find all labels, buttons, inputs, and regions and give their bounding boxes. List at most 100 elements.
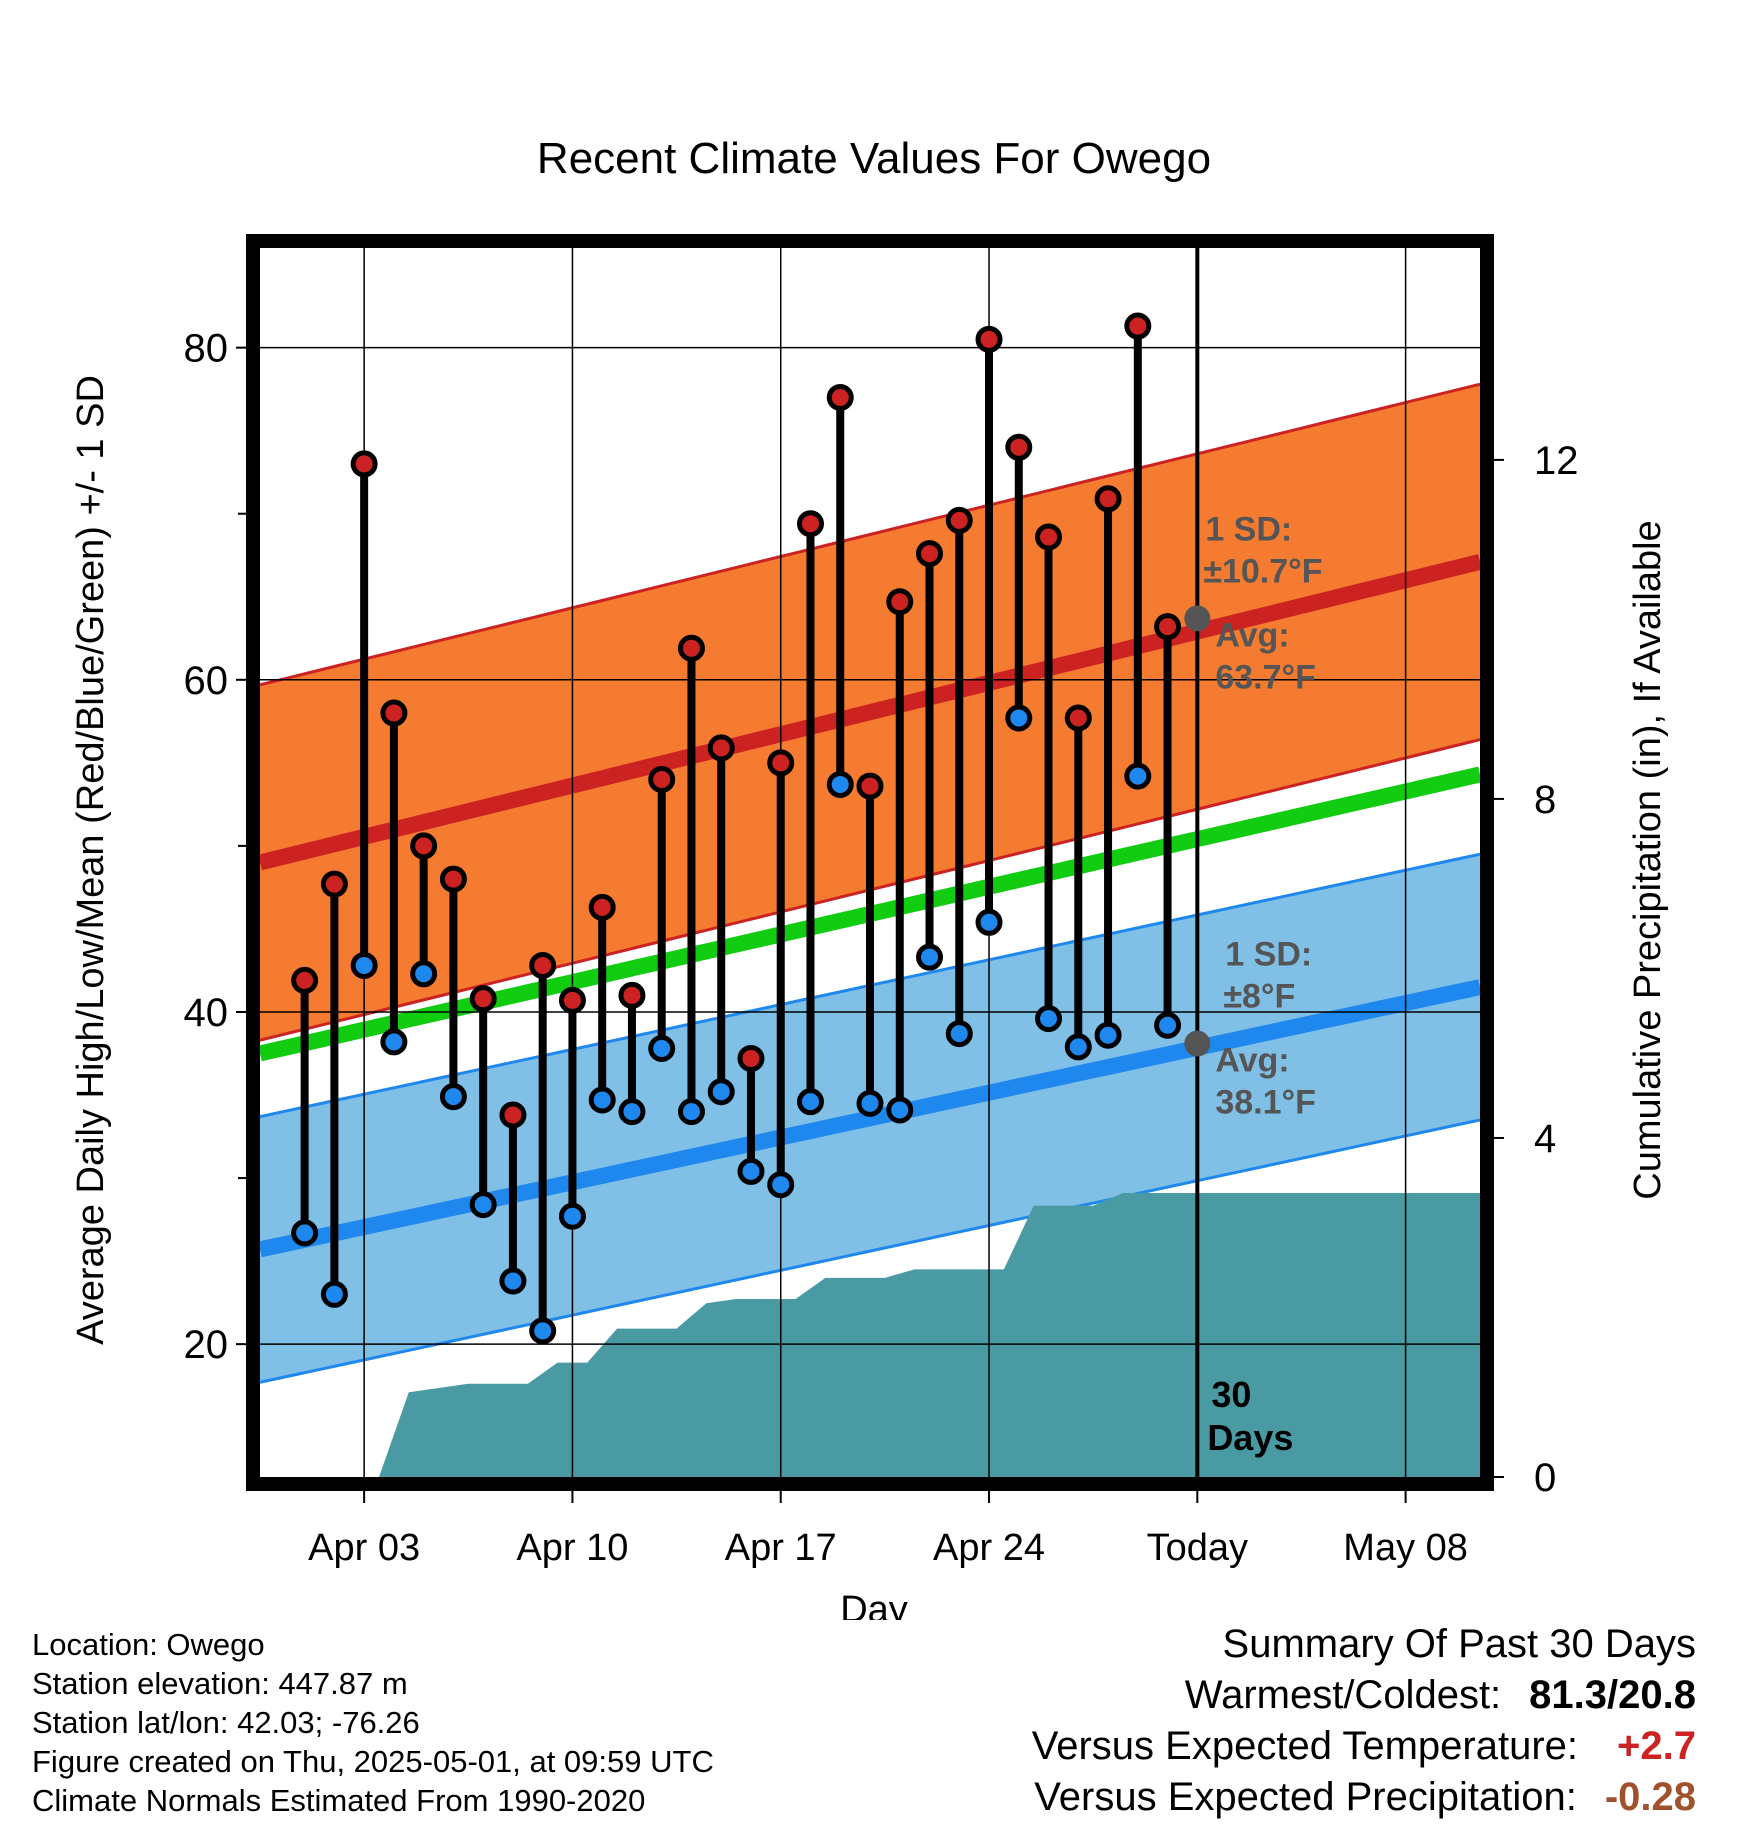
daily-high-point [648, 765, 676, 793]
plot-frame [246, 234, 1494, 1491]
precip-anomaly-value: -0.28 [1604, 1775, 1696, 1819]
daily-low-point [291, 1219, 319, 1247]
daily-high-point [618, 981, 646, 1009]
daily-high-point [499, 1101, 527, 1129]
y-tick-label: 40 [184, 991, 229, 1035]
daily-high-point [1005, 433, 1033, 461]
x-tick-label: May 08 [1343, 1527, 1468, 1569]
daily-low-point [1005, 704, 1033, 732]
low-sd-label: 1 SD: [1225, 936, 1312, 974]
daily-high-point [975, 325, 1003, 353]
plot-content [260, 248, 1480, 1477]
normal-high-band-upper [260, 382, 1480, 687]
y-tick-label: 80 [184, 327, 229, 371]
daily-high-point [677, 634, 705, 662]
daily-high-point [1094, 485, 1122, 513]
daily-low-point [1154, 1011, 1182, 1039]
daily-high-point [737, 1044, 765, 1072]
daily-low-point [796, 1088, 824, 1116]
daily-high-point [350, 450, 378, 478]
daily-high-point [469, 985, 497, 1013]
warmcold-label: Warmest/Coldest: [1184, 1673, 1502, 1717]
normal-high-line [260, 554, 1480, 871]
daily-low-point [410, 960, 438, 988]
precip-area [260, 1193, 1480, 1477]
daily-high-point [767, 749, 795, 777]
daily-low-point [350, 951, 378, 979]
x-tick-label: Today [1147, 1527, 1248, 1569]
daily-low-point [648, 1035, 676, 1063]
station-info: Location: Owego Station elevation: 447.8… [32, 1625, 714, 1820]
precip-anomaly-row: Versus Expected Precipitation: -0.28 [1032, 1772, 1696, 1823]
daily-low-point [380, 1028, 408, 1056]
warmcold-value: 81.3/20.8 [1529, 1673, 1696, 1717]
daily-low-point [1035, 1005, 1063, 1033]
daily-low-point [588, 1086, 616, 1114]
normal-low-line [260, 979, 1480, 1258]
chart-title: Recent Climate Values For Owego [537, 134, 1211, 183]
x-tick-label: Apr 24 [933, 1527, 1045, 1569]
daily-high-point [291, 966, 319, 994]
daily-high-point [796, 510, 824, 538]
high-sd-value: ±10.7°F [1203, 552, 1322, 590]
daily-low-point [1064, 1033, 1092, 1061]
plot-area: 1 SD: ±10.7°F Avg: 63.7°F 1 SD: ±8°F Avg: 38.1°… [184, 234, 1579, 1569]
daily-high-point [1064, 704, 1092, 732]
y2-tick-label: 12 [1534, 439, 1579, 483]
low-sd-value: ±8°F [1223, 978, 1295, 1016]
created-text: Figure created on Thu, 2025-05-01, at 09… [32, 1744, 714, 1779]
y-axis-title: Average Daily High/Low/Mean (Red/Blue/Gr… [70, 375, 112, 1345]
y2-tick-label: 4 [1534, 1117, 1556, 1161]
daily-low-point [439, 1083, 467, 1111]
x-tick-label: Apr 17 [725, 1527, 837, 1569]
daily-high-point [529, 951, 557, 979]
x-axis-title: Day [840, 1589, 908, 1620]
x-tick-label: Apr 10 [516, 1527, 628, 1569]
low-avg-label: Avg: [1215, 1042, 1289, 1080]
days-label-number: 30 [1211, 1374, 1251, 1415]
daily-low-point [618, 1098, 646, 1126]
high-avg-value: 63.7°F [1215, 658, 1316, 696]
y2-tick-label: 0 [1534, 1456, 1556, 1500]
x-tick-label: Apr 03 [308, 1527, 420, 1569]
daily-high-point [380, 699, 408, 727]
daily-high-point [410, 832, 438, 860]
daily-high-point [558, 986, 586, 1014]
daily-low-point [1094, 1021, 1122, 1049]
summary-title: Summary Of Past 30 Days [1222, 1622, 1696, 1666]
temp-anomaly-value: +2.7 [1617, 1724, 1696, 1768]
daily-low-point [499, 1267, 527, 1295]
elevation-text: Station elevation: 447.87 m [32, 1666, 408, 1701]
daily-high-point [916, 540, 944, 568]
location-text: Location: Owego [32, 1627, 265, 1662]
daily-high-point [1124, 312, 1152, 340]
temp-anomaly-row: Versus Expected Temperature: +2.7 [1032, 1721, 1696, 1772]
daily-low-point [677, 1098, 705, 1126]
daily-low-point [856, 1089, 884, 1117]
daily-high-point [945, 506, 973, 534]
daily-low-point [320, 1280, 348, 1308]
summary-panel: Summary Of Past 30 Days Warmest/Coldest:… [1032, 1619, 1696, 1823]
daily-high-point [439, 865, 467, 893]
y-tick-label: 60 [184, 659, 229, 703]
daily-low-point [529, 1317, 557, 1345]
today-avg-low-marker [1184, 1030, 1211, 1057]
daily-low-point [886, 1096, 914, 1124]
daily-high-point [707, 734, 735, 762]
today-avg-high-marker [1184, 605, 1211, 632]
normal-low-band-lower [260, 1118, 1480, 1384]
normals-text: Climate Normals Estimated From 1990-2020 [32, 1783, 646, 1818]
warmcold-row: Warmest/Coldest: 81.3/20.8 [1032, 1670, 1696, 1721]
precip-anomaly-label: Versus Expected Precipitation: [1034, 1775, 1577, 1819]
daily-low-point [737, 1157, 765, 1185]
daily-low-point [558, 1202, 586, 1230]
y2-axis-title: Cumulative Precipitation (in), If Availa… [1627, 520, 1669, 1199]
daily-low-point [767, 1171, 795, 1199]
y-tick-label: 20 [184, 1323, 229, 1367]
high-avg-label: Avg: [1215, 616, 1289, 654]
low-avg-value: 38.1°F [1215, 1084, 1316, 1122]
daily-high-point [320, 870, 348, 898]
high-sd-label: 1 SD: [1205, 510, 1292, 548]
latlon-text: Station lat/lon: 42.03; -76.26 [32, 1705, 420, 1740]
daily-low-point [1124, 762, 1152, 790]
